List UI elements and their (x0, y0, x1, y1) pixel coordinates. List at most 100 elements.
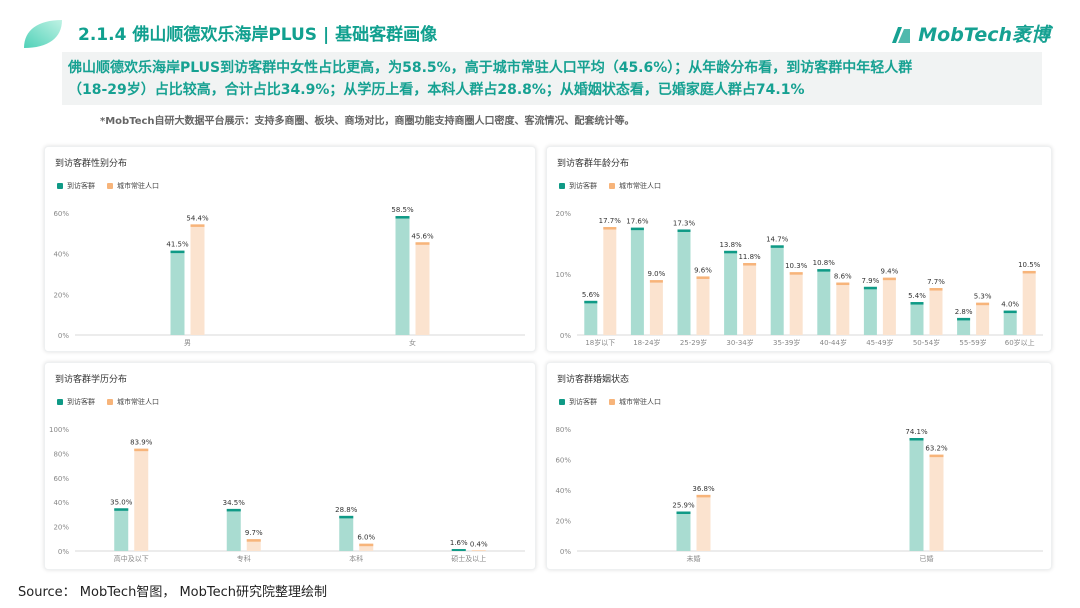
bar-cap-visitor (770, 245, 784, 248)
bar-cap-resident (696, 276, 710, 279)
bar-cap-visitor (957, 317, 971, 321)
data-label: 5.3% (974, 293, 992, 301)
legend-resident: 城市常驻人口 (107, 181, 159, 191)
legend-visitor: 到访客群 (559, 181, 597, 191)
x-tick-label: 60岁以上 (1005, 338, 1035, 347)
bar-cap-visitor (910, 302, 924, 305)
legend-swatch-visitor (57, 183, 63, 189)
bar-resident (415, 242, 430, 335)
legend-swatch-resident (107, 183, 113, 189)
summary-box: 佛山顺德欢乐海岸PLUS到访客群中女性占比更高，为58.5%，高于城市常驻人口平… (62, 52, 1042, 105)
data-label: 58.5% (391, 206, 414, 214)
y-tick-label: 60% (555, 457, 571, 465)
bar-cap-visitor (584, 300, 598, 304)
data-label: 17.6% (626, 218, 649, 226)
legend-swatch-resident (609, 183, 615, 189)
y-tick-label: 0% (58, 332, 69, 340)
data-label: 63.2% (925, 445, 948, 453)
x-tick-label: 未婚 (687, 554, 701, 563)
bar-resident (743, 263, 757, 335)
bar-cap-visitor (1003, 310, 1017, 314)
legend-visitor: 到访客群 (57, 181, 95, 191)
data-label: 83.9% (130, 439, 153, 447)
data-label: 17.7% (599, 217, 622, 225)
bar-cap-resident (882, 277, 896, 281)
x-tick-label: 高中及以下 (114, 554, 149, 563)
bar-cap-visitor (630, 227, 644, 231)
bar-cap-resident (743, 263, 757, 266)
y-tick-label: 60% (53, 475, 69, 483)
chart-title: 到访客群学历分布 (55, 375, 128, 385)
data-label: 11.8% (738, 253, 761, 261)
x-tick-label: 专科 (237, 554, 251, 563)
y-tick-label: 20% (555, 210, 571, 218)
data-label: 4.0% (1001, 301, 1019, 309)
data-label: 10.3% (785, 262, 808, 270)
y-tick-label: 80% (555, 426, 571, 434)
bar-cap-resident (976, 302, 990, 306)
brand-icon (892, 26, 911, 43)
summary-line-1: 佛山顺德欢乐海岸PLUS到访客群中女性占比更高，为58.5%，高于城市常驻人口平… (68, 60, 913, 76)
y-tick-label: 20% (53, 291, 69, 299)
legend-visitor: 到访客群 (57, 397, 95, 407)
x-tick-label: 30-34岁 (726, 338, 753, 347)
data-label: 36.8% (692, 485, 715, 493)
bar-cap-resident (836, 282, 850, 286)
legend-resident: 城市常驻人口 (609, 181, 661, 191)
y-tick-label: 10% (555, 271, 571, 279)
bar-resident (836, 282, 850, 335)
bar-visitor (584, 300, 598, 335)
y-tick-label: 20% (53, 524, 69, 532)
data-label: 6.0% (357, 534, 375, 542)
bar-cap-resident (929, 288, 943, 291)
legend-label-resident: 城市常驻人口 (117, 398, 159, 406)
bar-cap-resident (789, 272, 803, 275)
bar-visitor (817, 269, 831, 335)
bar-cap-visitor (909, 437, 924, 441)
bar-resident (190, 224, 205, 335)
legend-swatch-visitor (559, 399, 565, 405)
bar-resident (134, 448, 149, 551)
bar-visitor (114, 508, 129, 551)
legend-label-resident: 城市常驻人口 (619, 398, 661, 406)
y-tick-label: 40% (53, 499, 69, 507)
bar-cap-visitor (339, 515, 354, 519)
bar-cap-visitor (677, 229, 691, 232)
education-chart-panel: 到访客群学历分布 到访客群 城市常驻人口 0% 20% 40% 60% 80% 100% 3… (44, 362, 536, 570)
bar-visitor (630, 227, 644, 335)
bar-cap-resident (134, 448, 149, 452)
bar-visitor (770, 245, 784, 335)
y-tick-label: 80% (53, 450, 69, 458)
data-label: 35.0% (110, 498, 133, 506)
x-tick-label: 55-59岁 (959, 338, 986, 347)
bar-visitor (909, 437, 924, 551)
bar-cap-resident (415, 242, 430, 245)
bar-cap-resident (929, 454, 944, 458)
y-tick-label: 0% (560, 548, 571, 556)
leaf-logo-icon (24, 20, 62, 48)
bar-resident (929, 288, 943, 335)
data-label: 34.5% (223, 499, 246, 507)
bar-cap-visitor (676, 511, 691, 515)
bar-cap-visitor (226, 508, 241, 512)
platform-note: *MobTech自研大数据平台展示：支持多商圈、板块、商场对比，商圈功能支持商圈… (100, 116, 635, 127)
bar-visitor (1003, 310, 1017, 335)
legend-label-resident: 城市常驻人口 (619, 182, 661, 190)
bar-resident (976, 302, 990, 335)
bar-cap-visitor (863, 286, 877, 290)
chart-title: 到访客群年龄分布 (557, 159, 630, 169)
legend-swatch-visitor (57, 399, 63, 405)
x-tick-label: 硕士及以上 (451, 554, 486, 563)
y-tick-label: 0% (58, 548, 69, 556)
source-note: Source： MobTech智图， MobTech研究院整理绘制 (18, 585, 327, 600)
data-label: 9.6% (694, 266, 712, 274)
bar-resident (246, 539, 261, 551)
page-title: 2.1.4 佛山顺德欢乐海岸PLUS | 基础客群画像 (78, 25, 438, 45)
x-tick-label: 18-24岁 (633, 338, 660, 347)
bar-cap-resident (190, 224, 205, 227)
bar-visitor (957, 317, 971, 335)
marital-chart-panel: 到访客群婚姻状态 到访客群 城市常驻人口 0% 20% 40% 60% 80% 25.9%… (546, 362, 1052, 570)
y-tick-label: 20% (555, 518, 571, 526)
age-chart-svg: 0% 10% 20% 5.6% 17.7% 18岁以下 17.6% 9.0% 18-24岁 17.… (555, 210, 1043, 347)
chart-legend: 到访客群 城市常驻人口 (559, 181, 661, 191)
